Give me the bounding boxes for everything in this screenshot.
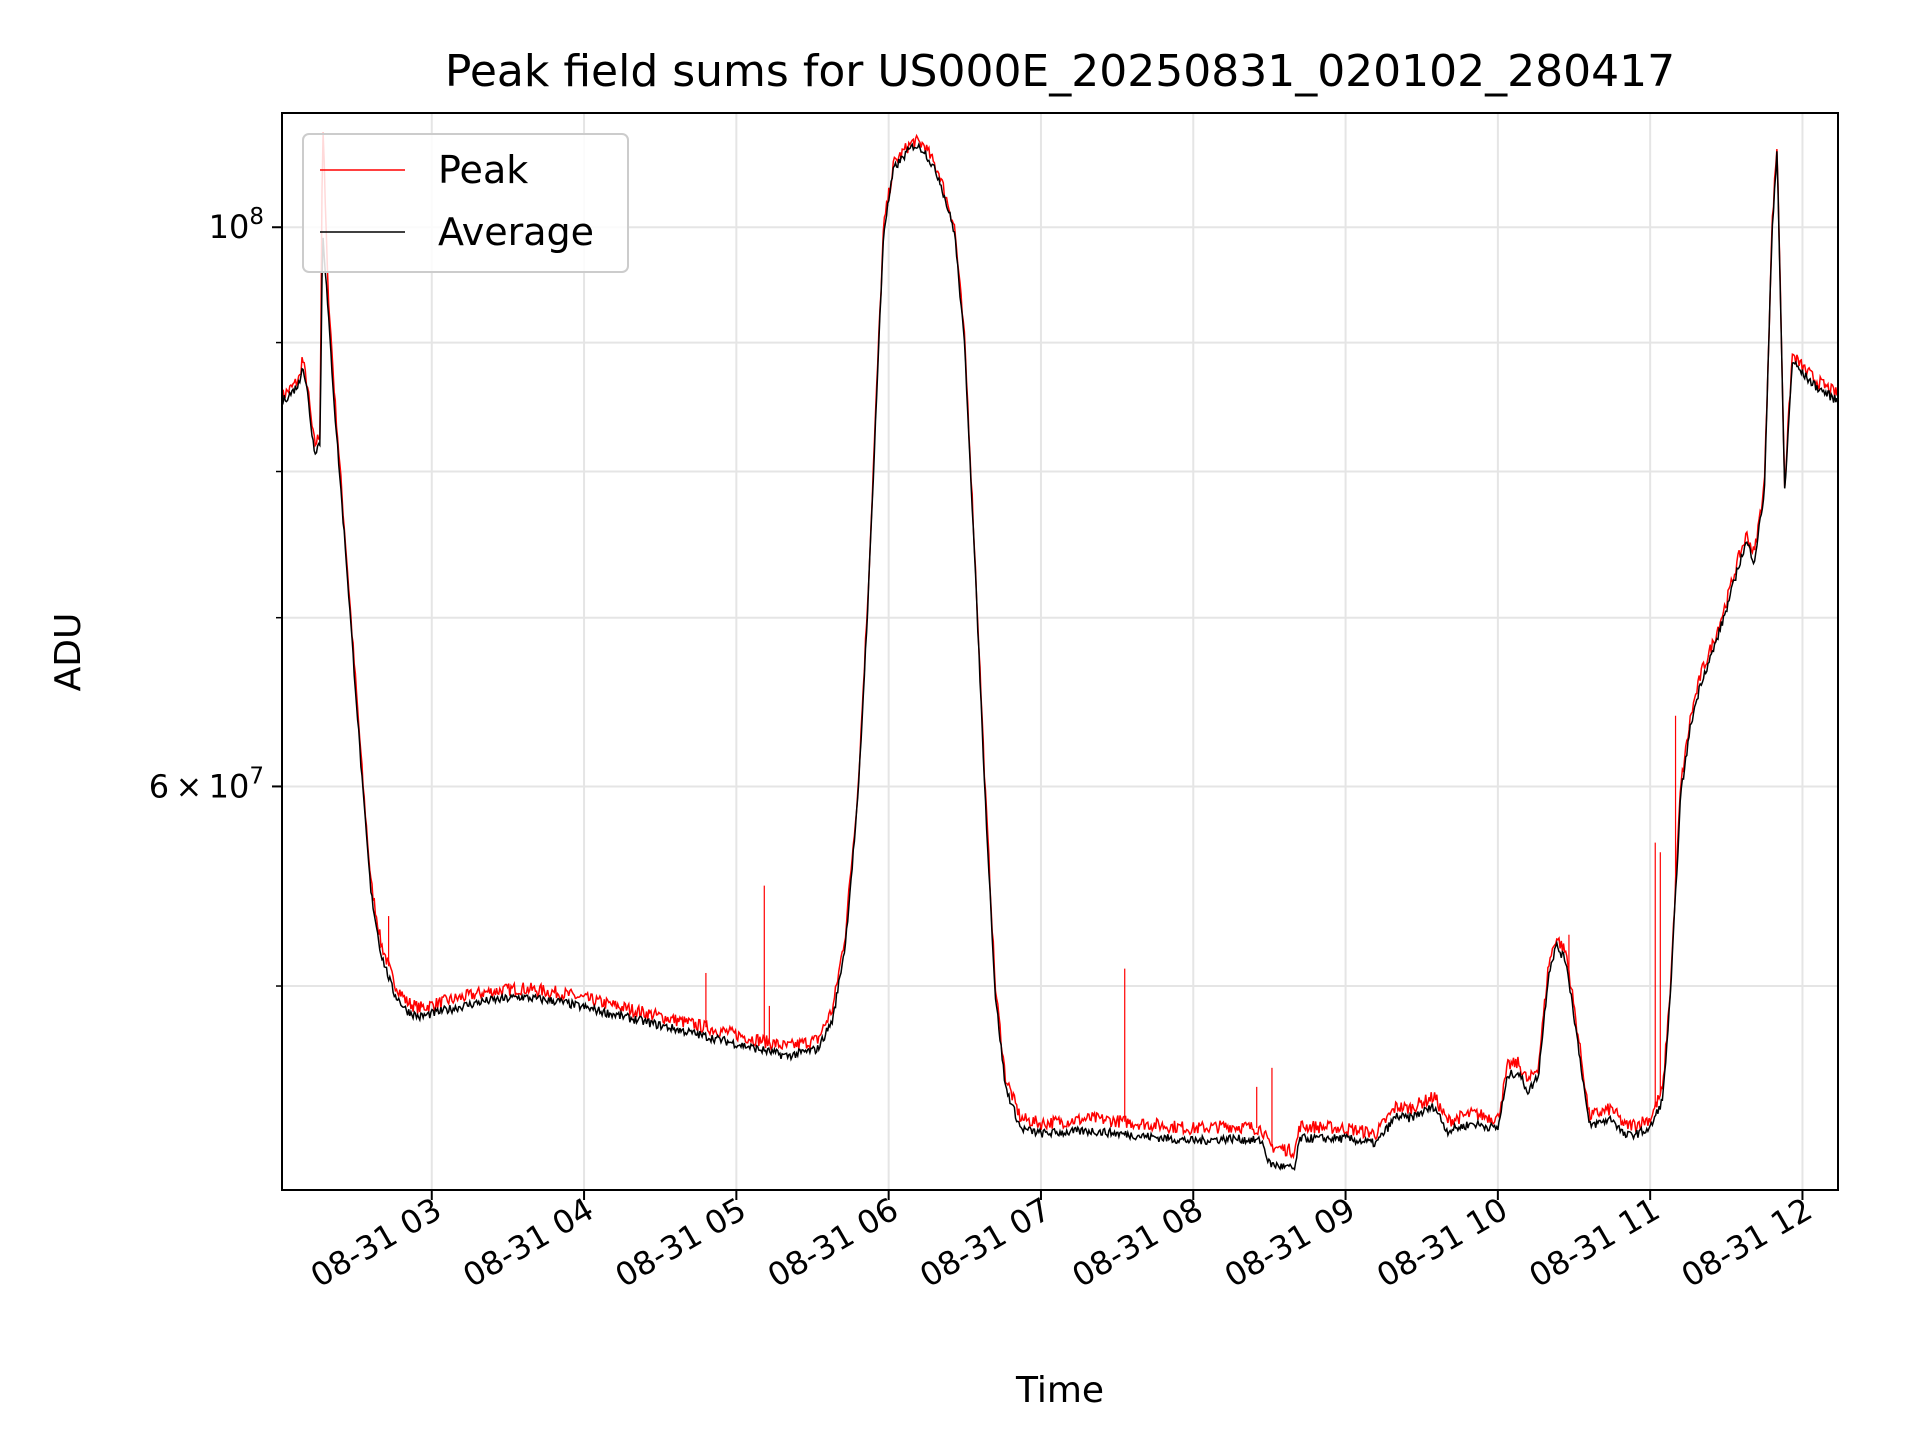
y-axis-ticks: 6 × 107 108 [149, 204, 282, 987]
legend: Peak Average [302, 133, 629, 273]
series-line-peak [281, 132, 1839, 1160]
plot-frame [281, 112, 1839, 1191]
y-axis-label: ADU [48, 613, 89, 692]
series-layer [281, 132, 1839, 1171]
series-line-average [281, 142, 1839, 1171]
x-axis-label: Time [1015, 1370, 1104, 1411]
plot-background [282, 113, 1838, 1190]
legend-box [302, 133, 629, 273]
y-tick-label: 108 [209, 204, 264, 246]
legend-label-peak: Peak [438, 148, 528, 192]
legend-label-average: Average [438, 210, 594, 254]
chart-title: Peak field sums for US000E_20250831_0201… [445, 46, 1675, 97]
y-tick-label: 6 × 107 [149, 763, 264, 805]
